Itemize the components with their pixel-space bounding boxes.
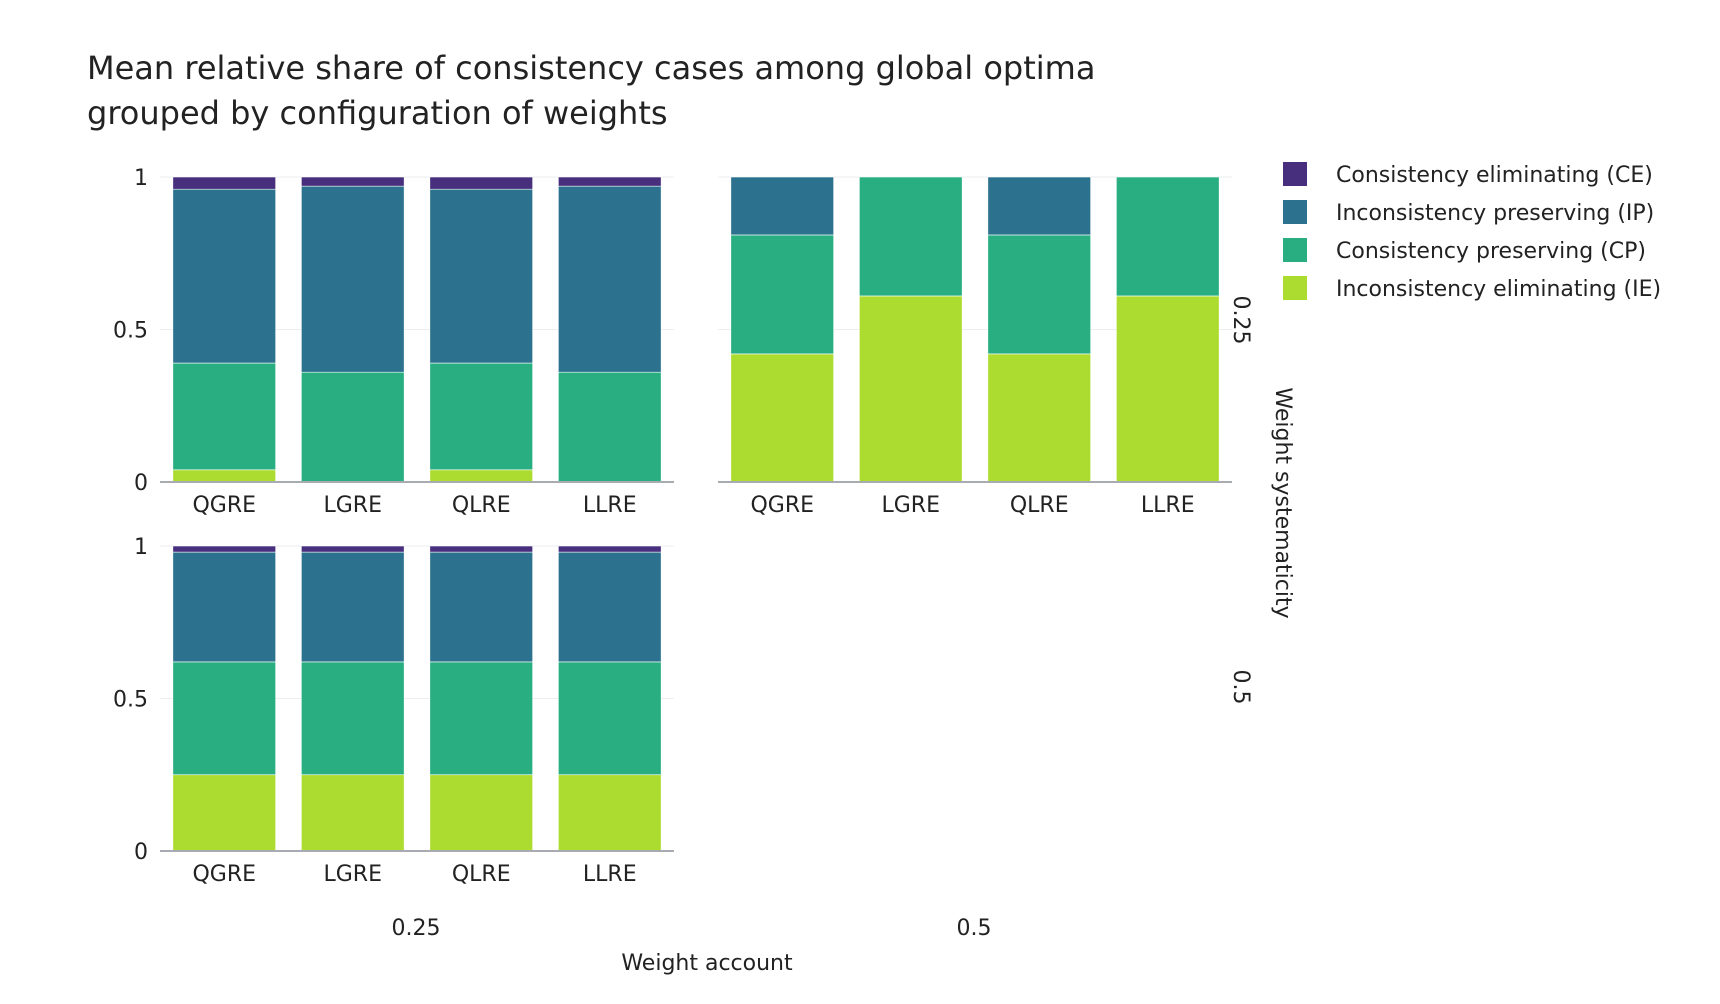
bar-segment-cp (558, 661, 662, 776)
x-tick-label: QLRE (1010, 493, 1069, 518)
y-tick-label: 0 (134, 840, 148, 865)
legend-item-ce[interactable]: Consistency eliminating (CE) (1283, 162, 1653, 188)
bar-segment-ie (429, 469, 533, 483)
x-tick-label: QGRE (192, 493, 256, 518)
x-tick-label: LLRE (583, 493, 637, 518)
bar-segment-ip (301, 185, 405, 373)
legend-item-ip[interactable]: Inconsistency preserving (IP) (1283, 200, 1654, 226)
bar-segment-ip (558, 551, 662, 663)
bar-segment-ce (301, 545, 405, 553)
x-axis-title: Weight account (621, 951, 793, 976)
bar-segment-cp (987, 234, 1091, 355)
x-tick-label: LLRE (583, 862, 637, 887)
legend-label: Inconsistency eliminating (IE) (1336, 277, 1661, 302)
x-tick-label: QGRE (192, 862, 256, 887)
row-label-0: 0.25 (1228, 296, 1253, 345)
legend-label: Inconsistency preserving (IP) (1336, 201, 1654, 226)
row-label-1: 0.5 (1228, 670, 1253, 705)
bar-segment-ip (172, 551, 276, 663)
bar-segment-cp (429, 362, 533, 471)
y-tick-label: 0.5 (113, 688, 148, 713)
bar-segment-ie (172, 774, 276, 852)
legend-swatch (1283, 276, 1307, 300)
panel-0: 0 0.5 1 QGRE LGRE QLRE LLRE (113, 166, 674, 518)
y-tick-label: 0 (134, 471, 148, 496)
bar-segment-ce (172, 176, 276, 190)
legend-swatch (1283, 162, 1307, 186)
bar-segment-cp (730, 234, 834, 355)
bar-segment-ce (558, 545, 662, 553)
x-tick-label: QGRE (750, 493, 814, 518)
bar-segment-cp (172, 362, 276, 471)
x-tick-label: LGRE (324, 493, 383, 518)
bar-segment-ie (429, 774, 533, 852)
y-tick-label: 1 (134, 535, 148, 560)
bar-segment-cp (172, 661, 276, 776)
bar-segment-ie (172, 469, 276, 483)
x-tick-label: LGRE (882, 493, 941, 518)
bar-segment-ip (429, 188, 533, 364)
bar-segment-ip (172, 188, 276, 364)
bar-segment-ie (558, 774, 662, 852)
x-tick-label: QLRE (452, 493, 511, 518)
legend-swatch (1283, 238, 1307, 262)
legend-label: Consistency preserving (CP) (1336, 239, 1646, 264)
bar-segment-ce (558, 176, 662, 187)
bar-segment-cp (859, 176, 963, 297)
bar-segment-ie (1116, 295, 1220, 483)
legend-swatch (1283, 200, 1307, 224)
column-label-1: 0.5 (957, 916, 992, 941)
bar-segment-ip (558, 185, 662, 373)
bar-segment-ce (301, 176, 405, 187)
chart-legend: Consistency eliminating (CE) Inconsistenc… (1283, 162, 1661, 302)
bar-segment-ip (730, 176, 834, 236)
chart-title-line-1: Mean relative share of consistency cases… (87, 49, 1095, 87)
panel-2: 0 0.5 1 QGRE LGRE QLRE LLRE (113, 535, 674, 887)
x-tick-label: LGRE (324, 862, 383, 887)
bar-segment-ip (301, 551, 405, 663)
x-tick-label: QLRE (452, 862, 511, 887)
bar-segment-ce (172, 545, 276, 553)
legend-item-cp[interactable]: Consistency preserving (CP) (1283, 238, 1646, 264)
chart-panels: 0 0.5 1 QGRE LGRE QLRE LLRE QGRE LGRE QLRE LLRE 0 0.… (113, 166, 1232, 887)
legend-label: Consistency eliminating (CE) (1336, 163, 1653, 188)
bar-segment-ie (730, 353, 834, 483)
bar-segment-ip (987, 176, 1091, 236)
bar-segment-ip (429, 551, 533, 663)
x-tick-label: LLRE (1141, 493, 1195, 518)
y-tick-label: 1 (134, 166, 148, 191)
bar-segment-ie (301, 774, 405, 852)
bar-segment-cp (558, 371, 662, 483)
y-tick-label: 0.5 (113, 319, 148, 344)
bar-segment-ie (987, 353, 1091, 483)
bar-segment-cp (429, 661, 533, 776)
bar-segment-ce (429, 545, 533, 553)
bar-segment-cp (301, 661, 405, 776)
bar-segment-ce (429, 176, 533, 190)
column-label-0: 0.25 (392, 916, 441, 941)
chart-title-line-2: grouped by configuration of weights (87, 94, 668, 132)
legend-item-ie[interactable]: Inconsistency eliminating (IE) (1283, 276, 1661, 302)
y-axis-title: Weight systematicity (1270, 387, 1295, 618)
bar-segment-cp (301, 371, 405, 483)
bar-segment-ie (859, 295, 963, 483)
bar-segment-cp (1116, 176, 1220, 297)
panel-1: QGRE LGRE QLRE LLRE (718, 176, 1232, 518)
